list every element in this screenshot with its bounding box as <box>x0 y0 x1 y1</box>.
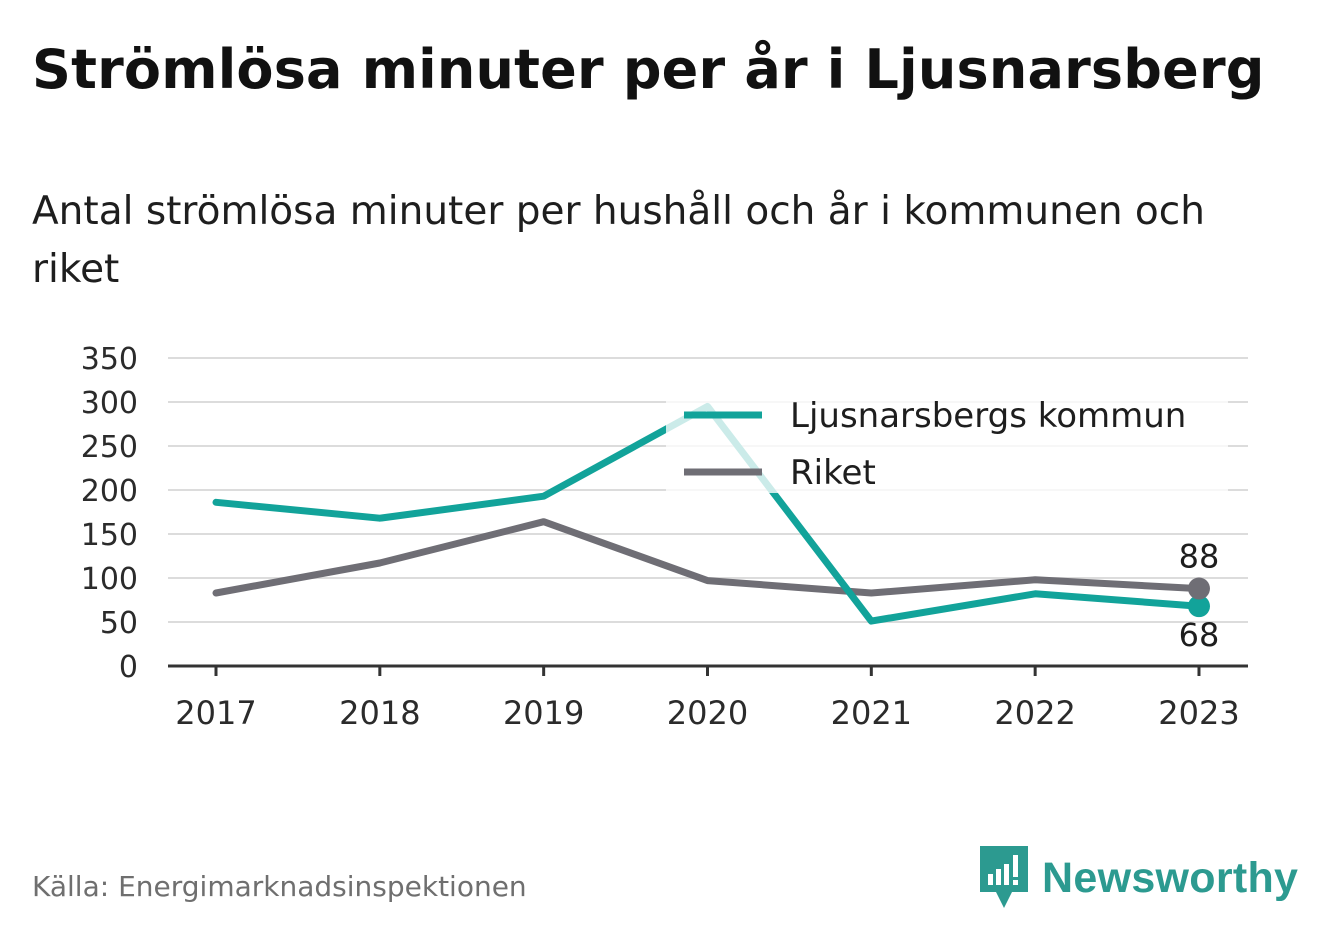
end-value-label: 68 <box>1179 616 1220 654</box>
chart-subtitle: Antal strömlösa minuter per hushåll och … <box>32 189 1205 292</box>
series-line <box>212 518 1203 597</box>
y-tick-label: 300 <box>81 386 138 421</box>
source-note: Källa: Energimarknadsinspektionen <box>32 870 527 903</box>
y-tick-label: 250 <box>81 430 138 465</box>
y-tick-label: 150 <box>81 518 138 553</box>
brand-name: Newsworthy <box>1042 853 1299 902</box>
x-axis: 2017 2018 2019 2020 2021 2022 2023 <box>168 664 1248 732</box>
x-tick-label: 2022 <box>994 694 1075 732</box>
legend-label: Ljusnarsbergs kommun <box>790 396 1186 436</box>
y-tick-label: 50 <box>100 606 138 641</box>
end-marker <box>1187 577 1210 600</box>
x-tick-label: 2023 <box>1158 694 1239 732</box>
y-tick-label: 200 <box>81 474 138 509</box>
x-tick-label: 2020 <box>667 694 748 732</box>
y-tick-label: 100 <box>81 562 138 597</box>
end-value-label: 88 <box>1179 538 1220 576</box>
legend: Ljusnarsbergs kommun Riket <box>666 385 1228 493</box>
x-tick-label: 2017 <box>175 694 256 732</box>
x-tick-label: 2019 <box>503 694 584 732</box>
newsworthy-logo-icon <box>980 846 1028 908</box>
chart-title: Strömlösa minuter per år i Ljusnarsberg <box>32 38 1265 101</box>
end-marker <box>1187 595 1210 618</box>
y-tick-label: 350 <box>81 342 138 377</box>
end-labels: 68 88 <box>1179 538 1220 655</box>
y-tick-label: 0 <box>119 650 138 685</box>
y-axis-ticks: 0 50 100 150 200 250 300 350 <box>81 342 138 685</box>
x-tick-label: 2018 <box>339 694 420 732</box>
x-tick-label: 2021 <box>831 694 912 732</box>
legend-label: Riket <box>790 453 876 493</box>
brand-logo[interactable]: Newsworthy <box>980 846 1298 910</box>
